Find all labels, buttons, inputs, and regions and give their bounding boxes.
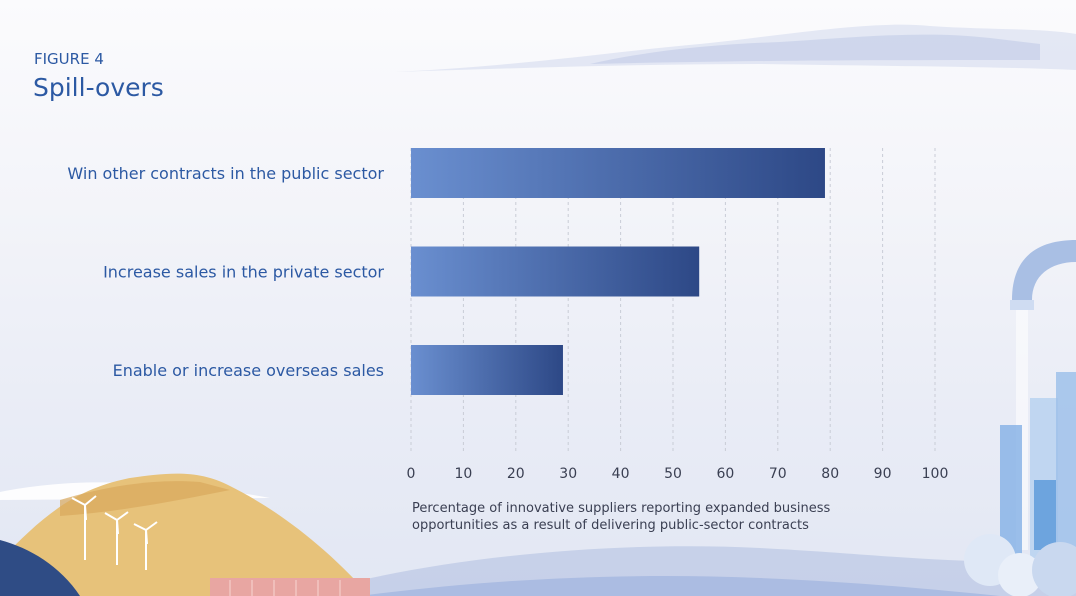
category-label: Enable or increase overseas sales xyxy=(113,361,384,380)
wind-turbines xyxy=(71,495,158,570)
tree-2 xyxy=(998,553,1042,596)
x-tick-label: 20 xyxy=(507,466,525,482)
x-tick-label: 100 xyxy=(922,466,949,482)
x-tick-label: 30 xyxy=(559,466,577,482)
figure-number: FIGURE 4 xyxy=(34,50,104,68)
x-tick-labels: 0 10 20 30 40 50 60 70 80 90 100 xyxy=(407,466,949,482)
figure-title: Spill-overs xyxy=(33,73,164,102)
category-label: Increase sales in the private sector xyxy=(103,263,384,282)
bar xyxy=(411,246,700,297)
tower-accent xyxy=(1034,480,1056,550)
cloud-top-right-front xyxy=(590,34,1040,64)
x-tick-label: 60 xyxy=(716,466,734,482)
x-axis-label: Percentage of innovative suppliers repor… xyxy=(412,501,831,533)
x-tick-label: 10 xyxy=(454,466,472,482)
ground-blue-2 xyxy=(360,576,1000,596)
tree-3 xyxy=(1032,542,1076,596)
grid-lines xyxy=(410,148,936,452)
bars xyxy=(411,148,825,395)
hill-dark xyxy=(0,540,80,596)
tower-3 xyxy=(1056,372,1076,562)
bar xyxy=(411,148,825,198)
bar xyxy=(411,345,563,395)
category-label: Win other contracts in the public sector xyxy=(67,164,384,183)
x-tick-label: 70 xyxy=(769,466,787,482)
x-tick-label: 90 xyxy=(874,466,892,482)
building-strip xyxy=(210,578,370,596)
hill-back xyxy=(60,481,230,516)
pipe-stem xyxy=(1010,300,1034,310)
pipe xyxy=(1012,240,1076,300)
tower-1 xyxy=(1000,425,1022,555)
x-tick-label: 40 xyxy=(612,466,630,482)
category-labels: Win other contracts in the public sector… xyxy=(67,164,384,380)
x-tick-label: 0 xyxy=(407,466,416,482)
x-tick-label: 50 xyxy=(664,466,682,482)
x-tick-label: 80 xyxy=(821,466,839,482)
